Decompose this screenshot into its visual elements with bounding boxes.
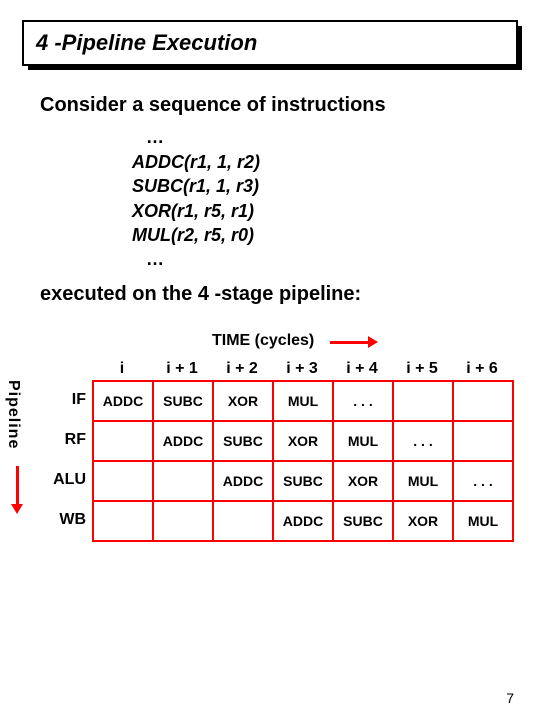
page-number: 7 (506, 690, 514, 706)
cell: SUBC (273, 461, 333, 501)
time-axis-label: TIME (cycles) (212, 332, 314, 350)
pipeline-table: ADDC SUBC XOR MUL . . . ADDC SUBC XOR MU… (92, 380, 514, 542)
col-header: i + 3 (272, 360, 332, 378)
cell: ADDC (93, 381, 153, 421)
code-line-2: XOR(r1, r5, r1) (132, 199, 518, 223)
cell (153, 501, 213, 541)
code-line-0: ADDC(r1, 1, r2) (132, 150, 518, 174)
cell (93, 461, 153, 501)
table-row: ADDC SUBC XOR MUL . . . (93, 461, 513, 501)
cell (213, 501, 273, 541)
pipeline-arrow-icon (14, 466, 22, 516)
cell: SUBC (153, 381, 213, 421)
cell: MUL (333, 421, 393, 461)
cell (453, 421, 513, 461)
time-arrow-icon (330, 339, 380, 347)
row-label: WB (38, 500, 92, 540)
table-row: ADDC SUBC XOR MUL (93, 501, 513, 541)
cell: MUL (453, 501, 513, 541)
intro-text: Consider a sequence of instructions (40, 94, 518, 117)
row-label: ALU (38, 460, 92, 500)
cell (153, 461, 213, 501)
column-headers: i i + 1 i + 2 i + 3 i + 4 i + 5 i + 6 (92, 360, 518, 378)
code-line-1: SUBC(r1, 1, r3) (132, 174, 518, 198)
table-wrap: IF RF ALU WB ADDC SUBC XOR MUL . . . ADD… (38, 380, 518, 542)
cell: XOR (333, 461, 393, 501)
col-header: i + 4 (332, 360, 392, 378)
cell: XOR (273, 421, 333, 461)
cell: SUBC (213, 421, 273, 461)
pipeline-axis-label: Pipeline (4, 380, 22, 449)
cell: ADDC (153, 421, 213, 461)
cell: . . . (393, 421, 453, 461)
title-container: 4 -Pipeline Execution (22, 20, 518, 66)
col-header: i + 1 (152, 360, 212, 378)
code-ellipsis-top: … (146, 125, 518, 150)
grid-area: i i + 1 i + 2 i + 3 i + 4 i + 5 i + 6 IF… (38, 360, 518, 542)
row-labels: IF RF ALU WB (38, 380, 92, 540)
col-header: i + 2 (212, 360, 272, 378)
cell (393, 381, 453, 421)
row-label: RF (38, 420, 92, 460)
table-row: ADDC SUBC XOR MUL . . . (93, 421, 513, 461)
cell: . . . (333, 381, 393, 421)
col-header: i + 6 (452, 360, 512, 378)
cell: ADDC (213, 461, 273, 501)
page-title: 4 -Pipeline Execution (36, 30, 504, 56)
code-line-3: MUL(r2, r5, r0) (132, 223, 518, 247)
pipeline-diagram: Pipeline TIME (cycles) i i + 1 i + 2 i +… (28, 332, 518, 542)
cell (453, 381, 513, 421)
code-ellipsis-bottom: … (146, 247, 518, 272)
pipeline-axis: Pipeline (10, 370, 30, 510)
cell (93, 501, 153, 541)
time-axis: TIME (cycles) (92, 332, 518, 356)
cell: XOR (393, 501, 453, 541)
code-block: … ADDC(r1, 1, r2) SUBC(r1, 1, r3) XOR(r1… (132, 125, 518, 273)
cell (93, 421, 153, 461)
col-header: i + 5 (392, 360, 452, 378)
cell: MUL (273, 381, 333, 421)
cell: XOR (213, 381, 273, 421)
row-label: IF (38, 380, 92, 420)
executed-text: executed on the 4 -stage pipeline: (40, 283, 518, 306)
cell: SUBC (333, 501, 393, 541)
col-header: i (92, 360, 152, 378)
cell: MUL (393, 461, 453, 501)
table-row: ADDC SUBC XOR MUL . . . (93, 381, 513, 421)
cell: . . . (453, 461, 513, 501)
cell: ADDC (273, 501, 333, 541)
title-box: 4 -Pipeline Execution (22, 20, 518, 66)
